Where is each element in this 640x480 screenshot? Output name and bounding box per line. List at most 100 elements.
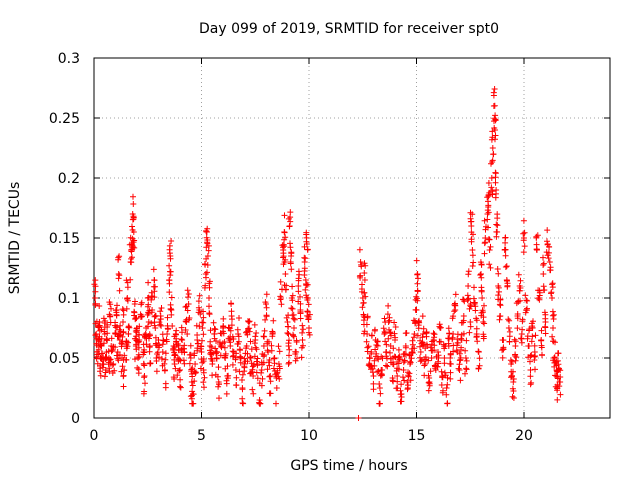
data-point (395, 354, 402, 361)
y-tick-label: 0.25 (49, 111, 80, 127)
data-point (452, 291, 459, 298)
data-point (233, 382, 240, 389)
data-point (546, 243, 552, 250)
data-point (220, 323, 227, 329)
data-point (359, 304, 366, 311)
data-point (493, 190, 499, 197)
data-point (115, 331, 122, 338)
data-point (240, 400, 247, 407)
data-point (92, 277, 99, 284)
plot-frame (93, 57, 611, 419)
data-point (206, 284, 213, 291)
data-point (257, 400, 264, 407)
data-point (116, 272, 123, 279)
data-point (189, 365, 196, 372)
data-point (262, 316, 269, 323)
data-point (414, 332, 421, 339)
data-point (211, 325, 218, 332)
data-point (273, 400, 279, 407)
data-point (489, 159, 496, 165)
data-point (449, 315, 456, 322)
data-point (261, 327, 268, 334)
data-point (92, 288, 99, 295)
data-point (520, 217, 527, 224)
data-point (234, 326, 241, 333)
data-point (204, 225, 211, 232)
data-point (146, 348, 153, 355)
data-point (533, 246, 540, 253)
data-point (473, 334, 480, 341)
data-point (237, 359, 244, 366)
data-point (430, 330, 437, 337)
data-point (278, 301, 285, 308)
data-point (485, 224, 491, 231)
data-point (300, 326, 307, 333)
data-point (481, 302, 487, 309)
data-point (161, 367, 168, 374)
data-point (268, 347, 275, 354)
data-point (520, 237, 527, 244)
data-point (549, 308, 556, 315)
data-point (197, 343, 204, 350)
data-point (355, 415, 362, 421)
data-point (463, 365, 470, 372)
data-point (414, 271, 421, 278)
data-point (417, 349, 424, 355)
data-point (291, 316, 298, 323)
data-point (167, 255, 174, 262)
data-point (530, 318, 536, 325)
data-point (244, 350, 251, 357)
data-point (532, 366, 538, 373)
data-point (402, 330, 409, 337)
data-point (512, 338, 519, 345)
data-point (486, 236, 493, 243)
data-point (458, 335, 465, 342)
data-point (251, 340, 258, 347)
data-point (96, 303, 103, 309)
data-point (447, 360, 453, 367)
data-point (229, 361, 236, 368)
data-point (187, 342, 194, 349)
data-point (362, 293, 369, 300)
data-point (529, 333, 536, 340)
data-point (413, 257, 420, 264)
data-point (439, 374, 446, 381)
data-point (493, 221, 500, 228)
data-point (192, 361, 199, 367)
data-point (517, 277, 524, 284)
data-point (168, 294, 175, 301)
data-point (402, 351, 409, 357)
data-point (202, 282, 209, 289)
data-point (129, 254, 135, 261)
data-point (204, 262, 211, 268)
data-point (116, 287, 123, 294)
data-point (286, 346, 293, 353)
data-point (457, 377, 464, 384)
data-point (157, 316, 164, 323)
data-point (504, 280, 511, 287)
data-point (544, 238, 550, 245)
data-point (286, 352, 292, 359)
data-point (410, 334, 417, 341)
data-point (176, 356, 183, 363)
data-point (540, 254, 546, 261)
data-point (370, 386, 377, 393)
data-point (170, 374, 177, 381)
data-point (268, 342, 275, 349)
data-point (496, 288, 502, 295)
data-point (451, 301, 458, 308)
data-point (382, 338, 389, 345)
data-point (391, 330, 398, 337)
data-point (373, 342, 380, 348)
data-point (535, 295, 542, 302)
data-point (457, 354, 464, 361)
data-point (485, 198, 491, 205)
data-point (164, 314, 171, 321)
data-point (447, 351, 454, 358)
data-point (270, 317, 277, 324)
data-point (398, 398, 405, 405)
data-point (214, 373, 221, 380)
data-point (476, 362, 483, 369)
data-point (185, 291, 192, 297)
